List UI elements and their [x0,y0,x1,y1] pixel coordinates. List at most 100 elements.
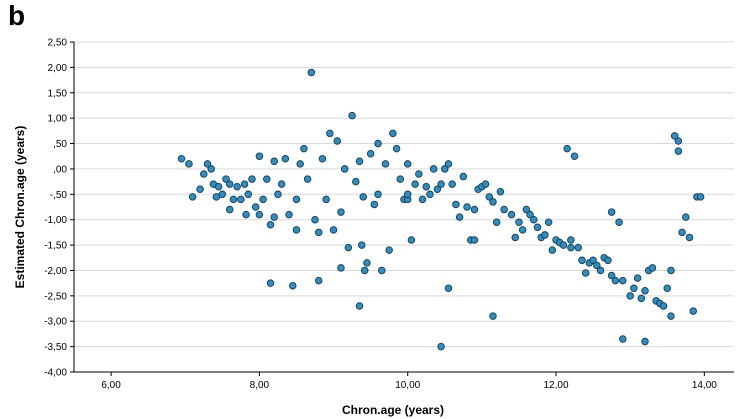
data-point [196,185,204,193]
data-point [411,180,419,188]
data-point [619,335,627,343]
y-tick-label: -1,50 [44,241,67,252]
x-axis-ticks: 6,00 8,00 10,00 12,00 14,00 [101,372,717,391]
data-point [396,175,405,183]
data-point [574,243,583,252]
data-point [185,160,193,168]
data-point [200,170,208,178]
data-point [337,208,345,216]
data-point [240,180,249,188]
data-point [689,307,697,315]
data-point [270,157,278,166]
data-point [225,205,234,214]
data-point [303,175,312,183]
data-point [437,342,445,351]
x-tick-label: 14,00 [692,380,717,391]
data-point [489,312,497,320]
data-point [188,193,197,201]
data-point [326,129,334,138]
data-point [274,190,282,199]
data-point [263,175,271,183]
data-point [292,226,301,234]
data-point [242,210,250,219]
data-point [674,137,683,145]
y-tick-label: ,00 [53,164,67,175]
data-point [344,243,353,252]
data-point [530,215,538,224]
data-point [526,210,534,219]
data-point [463,203,471,211]
y-tick-label: 1,00 [48,114,68,125]
data-point [674,147,683,155]
data-point [589,256,597,265]
data-point [470,205,479,214]
data-point [300,144,308,153]
data-point [357,241,366,249]
data-point [314,276,323,285]
data-point [222,175,230,183]
data-point [318,155,327,163]
data-point [422,182,430,191]
data-point [541,231,549,239]
data-point [581,269,590,277]
x-tick-label: 8,00 [250,380,270,391]
data-point [429,165,438,173]
y-axis-label: Estimated Chron.age (years) [13,126,27,289]
y-tick-label: -2,50 [44,291,67,302]
data-point [337,264,345,272]
data-point [567,236,575,244]
y-tick-label: 1,50 [48,88,68,99]
data-point [492,218,501,226]
data-point [266,221,275,229]
data-point [203,160,212,168]
y-tick-label: -3,00 [44,317,67,328]
data-point [352,177,360,186]
data-point [363,259,371,267]
data-point [696,193,705,201]
data-point [448,180,456,188]
data-point [244,190,253,199]
data-point [370,200,379,209]
data-point [619,276,627,285]
data-point [496,188,505,196]
data-point [578,256,586,265]
data-point [285,210,293,219]
data-point [292,195,301,204]
data-point [548,246,557,254]
data-point [233,182,241,191]
data-point [570,152,579,160]
panel-label: b [8,0,26,31]
data-point [667,312,675,320]
data-point [641,287,649,295]
data-point [626,292,634,300]
data-point [678,228,686,237]
data-point [255,152,264,160]
data-point [607,208,616,216]
data-point [481,180,490,188]
data-point [444,284,453,292]
data-point [307,68,316,77]
data-point [615,218,623,226]
data-point [637,294,646,303]
data-point [667,266,675,275]
data-point [630,284,638,292]
grid-lines [74,41,734,373]
data-point [533,223,542,232]
data-point [374,190,382,199]
y-tick-label: 2,50 [48,38,68,49]
data-point [359,193,367,201]
y-tick-label: -1,00 [44,215,67,226]
y-tick-label: -3,50 [44,342,67,353]
data-point [511,233,519,242]
data-point [648,264,657,272]
data-point [407,236,416,244]
data-point [207,165,215,173]
data-point [452,200,460,209]
x-tick-label: 10,00 [395,380,420,391]
data-point [470,236,479,244]
data-point [403,160,412,168]
y-tick-label: 2,00 [48,63,68,74]
data-point [641,337,649,346]
data-point [515,218,523,226]
